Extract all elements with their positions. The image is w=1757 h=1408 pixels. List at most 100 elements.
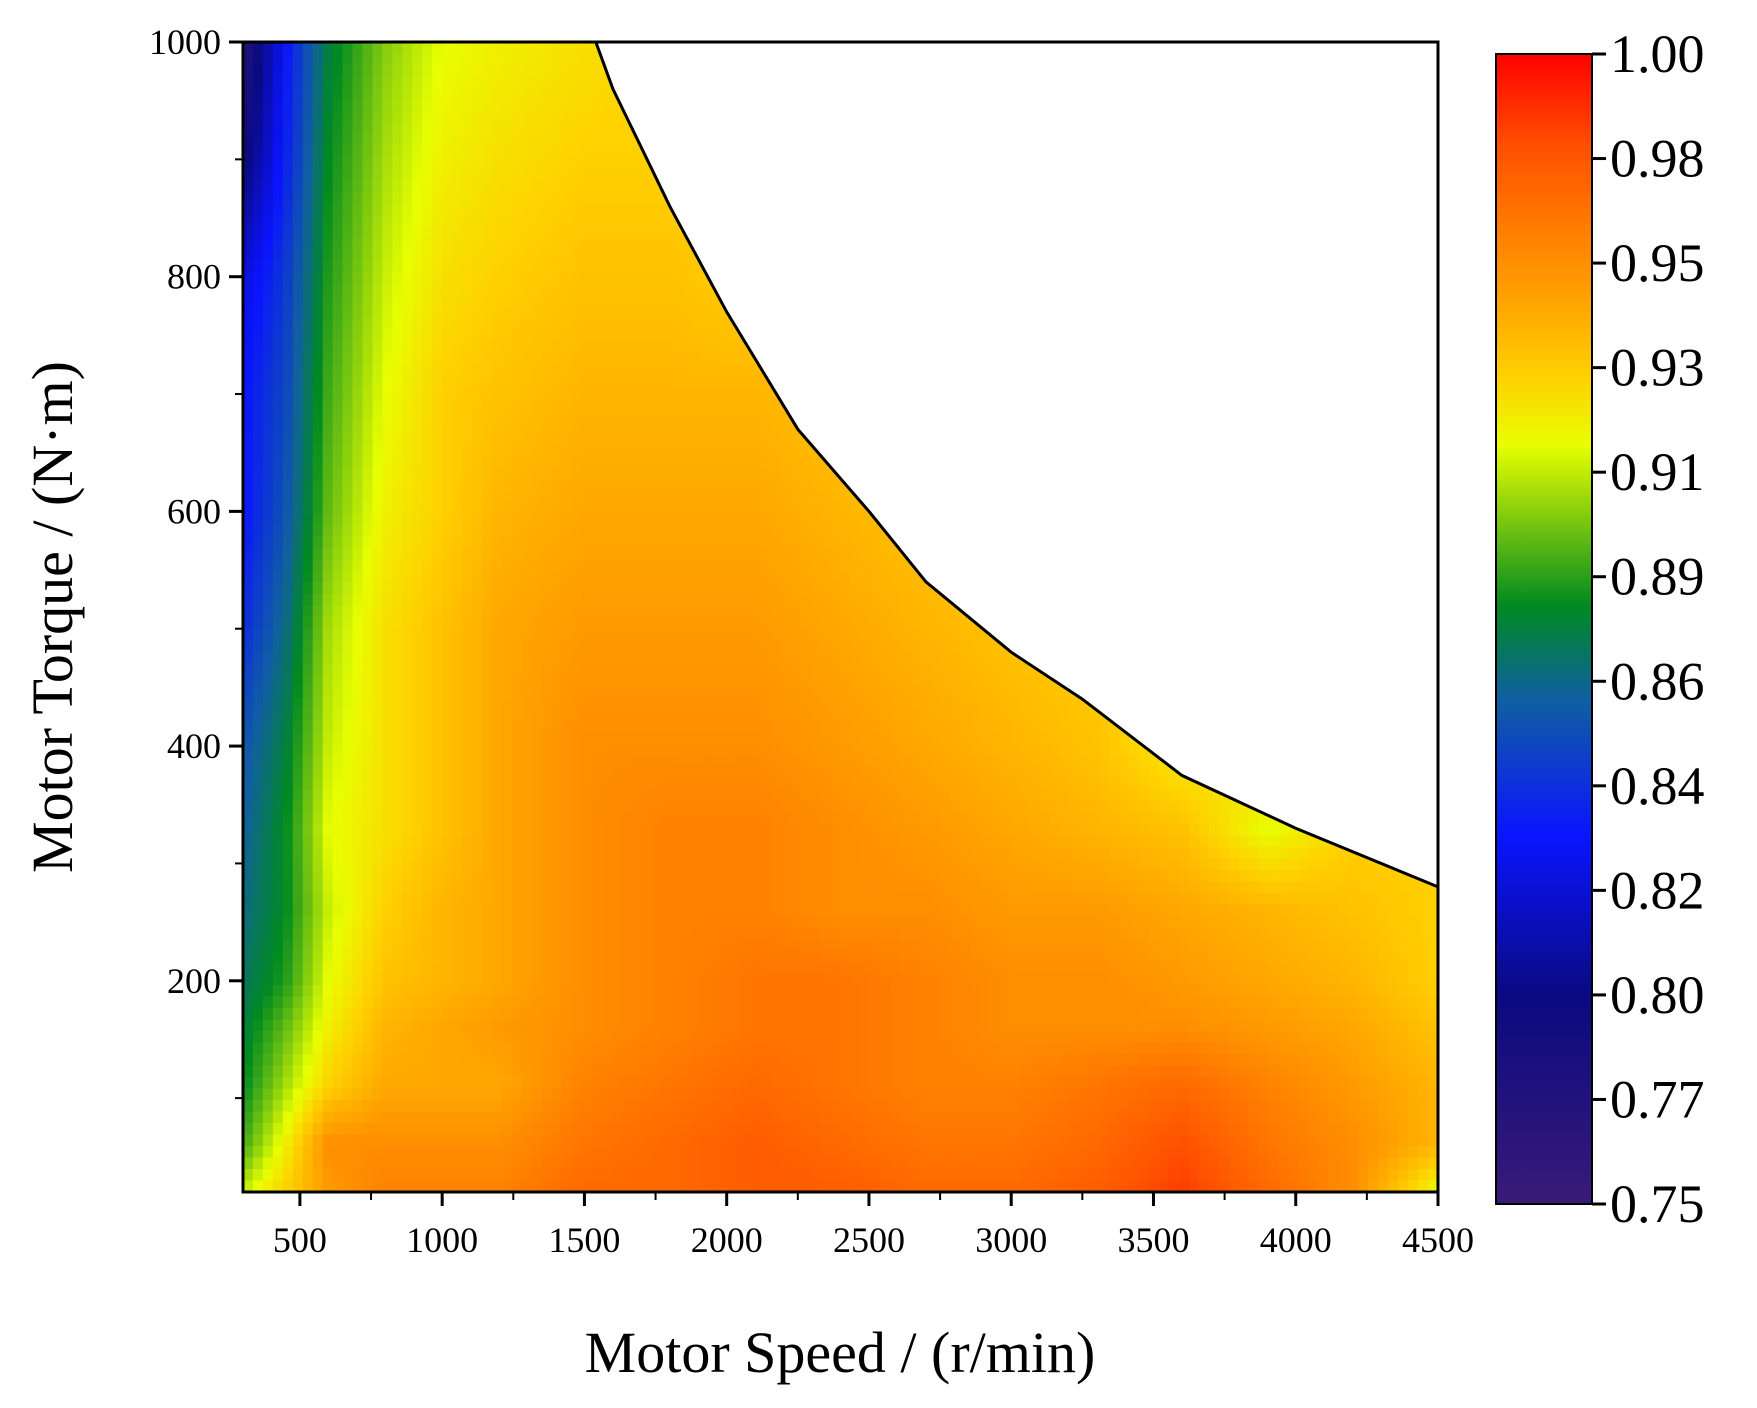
heatmap-cell bbox=[1268, 111, 1280, 124]
heatmap-cell bbox=[1388, 318, 1399, 331]
heatmap-cell bbox=[1258, 99, 1270, 112]
heatmap-cell bbox=[611, 502, 623, 515]
heatmap-cell bbox=[243, 375, 254, 388]
heatmap-cell bbox=[1049, 456, 1061, 469]
heatmap-cell bbox=[382, 410, 394, 423]
heatmap-cell bbox=[780, 490, 792, 503]
heatmap-cell bbox=[551, 375, 563, 388]
heatmap-cell bbox=[1139, 398, 1150, 411]
heatmap-cell bbox=[1208, 53, 1220, 66]
heatmap-cell bbox=[322, 329, 334, 342]
heatmap-cell bbox=[641, 479, 652, 492]
heatmap-cell bbox=[372, 249, 384, 262]
heatmap-cell bbox=[1358, 341, 1369, 354]
heatmap-cell bbox=[840, 180, 852, 193]
heatmap-cell bbox=[1089, 42, 1101, 55]
heatmap-cell bbox=[1129, 444, 1140, 457]
heatmap-cell bbox=[671, 53, 682, 66]
heatmap-cell bbox=[1268, 99, 1280, 112]
heatmap-cell bbox=[780, 134, 792, 147]
heatmap-cell bbox=[1358, 249, 1369, 262]
heatmap-cell bbox=[342, 479, 354, 492]
heatmap-cell bbox=[1109, 318, 1121, 331]
heatmap-cell bbox=[332, 375, 344, 388]
heatmap-cell bbox=[1149, 467, 1160, 480]
heatmap-cell bbox=[721, 398, 732, 411]
heatmap-cell bbox=[591, 364, 603, 377]
heatmap-cell bbox=[1079, 479, 1091, 492]
heatmap-cell bbox=[1069, 42, 1081, 55]
heatmap-cell bbox=[721, 318, 732, 331]
heatmap-cell bbox=[930, 42, 941, 55]
heatmap-cell bbox=[402, 237, 413, 250]
heatmap-cell bbox=[1218, 479, 1230, 492]
heatmap-cell bbox=[651, 191, 662, 204]
heatmap-cell bbox=[1069, 295, 1081, 308]
heatmap-cell bbox=[1368, 364, 1379, 377]
heatmap-cell bbox=[1258, 456, 1270, 469]
heatmap-cell bbox=[1159, 329, 1170, 342]
heatmap-cell bbox=[920, 111, 931, 124]
heatmap-cell bbox=[1019, 249, 1031, 262]
heatmap-cell bbox=[1159, 479, 1170, 492]
heatmap-cell bbox=[1258, 502, 1270, 515]
heatmap-cell bbox=[1308, 352, 1320, 365]
heatmap-cell bbox=[1398, 88, 1409, 101]
heatmap-cell bbox=[880, 467, 891, 480]
heatmap-cell bbox=[920, 502, 931, 515]
heatmap-cell bbox=[1238, 134, 1250, 147]
heatmap-cell bbox=[631, 467, 643, 480]
heatmap-cell bbox=[721, 180, 732, 193]
heatmap-cell bbox=[322, 249, 334, 262]
heatmap-cell bbox=[272, 157, 284, 170]
heatmap-cell bbox=[1308, 214, 1320, 227]
heatmap-cell bbox=[601, 398, 613, 411]
heatmap-cell bbox=[422, 375, 433, 388]
heatmap-cell bbox=[1218, 329, 1230, 342]
heatmap-cell bbox=[1139, 260, 1150, 273]
heatmap-cell bbox=[930, 65, 941, 78]
heatmap-cell bbox=[452, 306, 463, 319]
heatmap-cell bbox=[780, 226, 792, 239]
heatmap-cell bbox=[362, 306, 374, 319]
heatmap-cell bbox=[1129, 341, 1140, 354]
heatmap-cell bbox=[1169, 53, 1180, 66]
heatmap-cell bbox=[661, 329, 672, 342]
heatmap-cell bbox=[1278, 421, 1290, 434]
heatmap-cell bbox=[1298, 375, 1310, 388]
heatmap-cell bbox=[780, 76, 792, 89]
heatmap-cell bbox=[1059, 341, 1071, 354]
heatmap-cell bbox=[1338, 76, 1350, 89]
heatmap-cell bbox=[780, 479, 792, 492]
heatmap-cell bbox=[820, 283, 832, 296]
heatmap-cell bbox=[422, 88, 433, 101]
heatmap-cell bbox=[282, 42, 294, 55]
heatmap-cell bbox=[1159, 364, 1170, 377]
heatmap-cell bbox=[342, 341, 354, 354]
heatmap-cell bbox=[850, 65, 862, 78]
heatmap-cell bbox=[1029, 76, 1041, 89]
heatmap-cell bbox=[1218, 364, 1230, 377]
heatmap-cell bbox=[780, 513, 792, 526]
heatmap-cell bbox=[1009, 352, 1021, 365]
heatmap-cell bbox=[282, 364, 294, 377]
heatmap-cell bbox=[1129, 502, 1140, 515]
heatmap-cell bbox=[820, 421, 832, 434]
heatmap-cell bbox=[711, 122, 722, 135]
heatmap-cell bbox=[282, 387, 294, 400]
heatmap-cell bbox=[960, 444, 971, 457]
heatmap-cell bbox=[1318, 306, 1330, 319]
heatmap-cell bbox=[531, 134, 543, 147]
heatmap-cell bbox=[999, 479, 1011, 492]
heatmap-cell bbox=[1039, 99, 1051, 112]
heatmap-cell bbox=[1089, 260, 1101, 273]
heatmap-cell bbox=[302, 329, 314, 342]
heatmap-cell bbox=[1338, 122, 1350, 135]
heatmap-cell bbox=[1019, 226, 1031, 239]
heatmap-cell bbox=[661, 214, 672, 227]
heatmap-cell bbox=[412, 157, 423, 170]
heatmap-cell bbox=[282, 433, 294, 446]
heatmap-cell bbox=[1248, 467, 1260, 480]
heatmap-cell bbox=[1368, 352, 1379, 365]
heatmap-cell bbox=[531, 295, 543, 308]
